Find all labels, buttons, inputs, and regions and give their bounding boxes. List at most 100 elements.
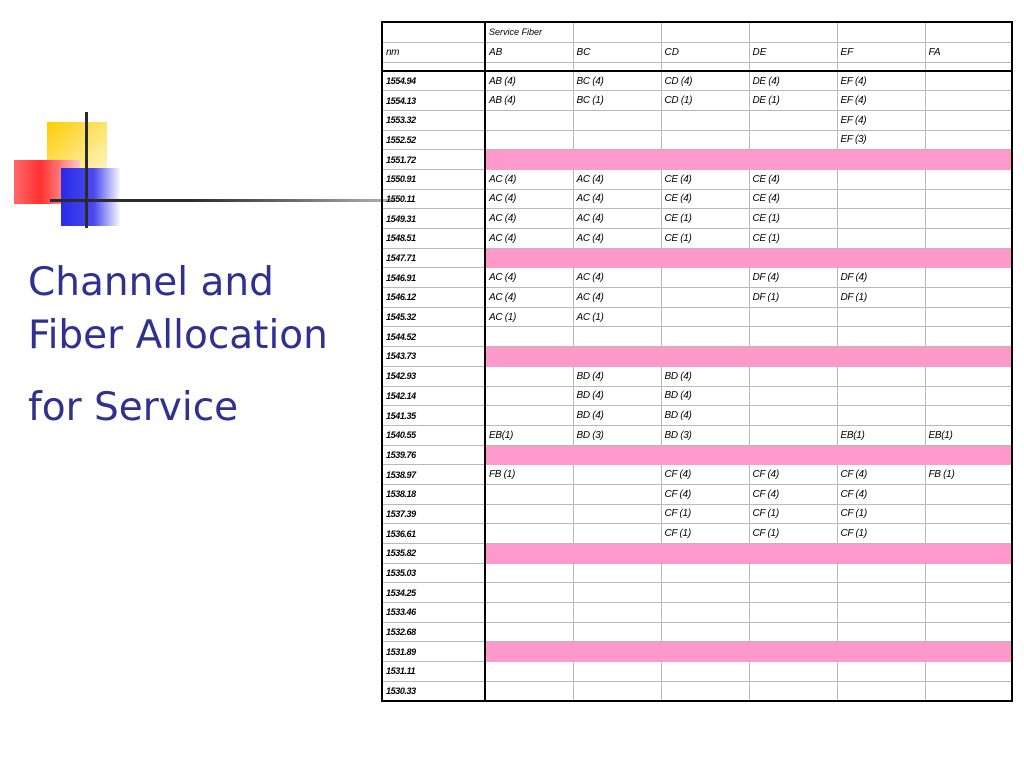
header-blank-cell — [381, 21, 486, 43]
table-row: 1546.91 AC (4) AC (4) DF (4) DF (4) — [381, 267, 1013, 289]
allocation-cell — [924, 306, 1013, 328]
allocation-cell — [924, 228, 1013, 249]
wavelength-cell: 1544.52 — [381, 326, 486, 348]
table-row: 1554.13 AB (4) BC (1) CD (1) DE (1) EF (4) — [381, 90, 1013, 111]
wavelength-cell: 1546.91 — [381, 267, 486, 289]
allocation-cell — [748, 129, 838, 151]
allocation-cell — [660, 680, 750, 702]
allocation-cell: AC (4) — [572, 168, 662, 190]
allocation-cell: FB (1) — [484, 464, 574, 485]
allocation-cell — [836, 365, 926, 387]
table-row: 1546.12 AC (4) AC (4) DF (1) DF (1) — [381, 287, 1013, 308]
wavelength-cell: 1550.11 — [381, 188, 486, 210]
table-row: 1535.82 — [381, 543, 1013, 564]
allocation-cell: BD (3) — [660, 424, 750, 446]
separator-cell — [381, 61, 486, 72]
wavelength-cell: 1538.97 — [381, 464, 486, 485]
allocation-cell — [660, 562, 750, 584]
reserved-channel-cell — [484, 247, 574, 269]
wavelength-cell: 1548.51 — [381, 228, 486, 249]
reserved-channel-cell — [572, 149, 662, 170]
allocation-cell: DF (4) — [836, 267, 926, 289]
wavelength-cell: 1530.33 — [381, 680, 486, 702]
separator-cell — [836, 61, 926, 72]
allocation-cell: BC (4) — [572, 70, 662, 92]
allocation-cell: DF (1) — [748, 287, 838, 308]
allocation-cell: CF (4) — [748, 464, 838, 485]
wavelength-cell: 1537.39 — [381, 503, 486, 525]
wavelength-cell: 1547.71 — [381, 247, 486, 269]
allocation-cell: EB(1) — [836, 424, 926, 446]
allocation-cell — [924, 267, 1013, 289]
allocation-cell — [748, 602, 838, 623]
allocation-cell — [484, 385, 574, 407]
allocation-cell — [924, 70, 1013, 92]
allocation-cell — [836, 562, 926, 584]
allocation-cell — [836, 582, 926, 604]
table-row: 1550.11 AC (4) AC (4) CE (4) CE (4) — [381, 188, 1013, 210]
allocation-cell — [924, 680, 1013, 702]
allocation-cell — [924, 365, 1013, 387]
allocation-cell — [836, 326, 926, 348]
allocation-cell — [748, 326, 838, 348]
allocation-cell — [484, 129, 574, 151]
table-row: 1534.25 — [381, 582, 1013, 604]
allocation-cell — [836, 405, 926, 426]
reserved-channel-cell — [484, 444, 574, 466]
table-row: 1537.39 CF (1) CF (1) CF (1) — [381, 503, 1013, 525]
wavelength-cell: 1533.46 — [381, 602, 486, 623]
slide-title-line-3: for Service — [28, 385, 239, 430]
wavelength-cell: 1541.35 — [381, 405, 486, 426]
allocation-cell — [836, 168, 926, 190]
allocation-cell — [484, 503, 574, 525]
allocation-cell — [572, 523, 662, 544]
allocation-cell — [572, 503, 662, 525]
slide-title: Channel and Fiber Allocation for Service — [28, 256, 368, 434]
reserved-channel-cell — [836, 543, 926, 564]
allocation-table: Service Fiber nm AB BC CD DE EF FA 1554.… — [381, 21, 1013, 702]
allocation-cell — [572, 562, 662, 584]
slide-title-line-2: Fiber Allocation — [28, 313, 328, 358]
reserved-channel-cell — [572, 346, 662, 367]
allocation-cell: CE (1) — [660, 208, 750, 229]
allocation-cell: BD (4) — [572, 385, 662, 407]
table-row: 1539.76 — [381, 444, 1013, 466]
column-header-bc: BC — [572, 41, 662, 63]
wavelength-cell: 1550.91 — [381, 168, 486, 190]
service-fiber-header: Service Fiber — [484, 21, 574, 43]
allocation-cell — [924, 562, 1013, 584]
reserved-channel-cell — [836, 247, 926, 269]
allocation-cell: DE (1) — [748, 90, 838, 111]
allocation-cell: CE (4) — [660, 188, 750, 210]
allocation-cell: CF (1) — [660, 503, 750, 525]
allocation-cell: EF (4) — [836, 70, 926, 92]
allocation-cell: FB (1) — [924, 464, 1013, 485]
allocation-cell: EB(1) — [484, 424, 574, 446]
allocation-cell: DE (4) — [748, 70, 838, 92]
table-row: 1548.51 AC (4) AC (4) CE (1) CE (1) — [381, 228, 1013, 249]
separator-cell — [748, 61, 838, 72]
allocation-cell — [484, 109, 574, 131]
reserved-channel-cell — [924, 346, 1013, 367]
allocation-cell — [924, 385, 1013, 407]
wavelength-cell: 1553.32 — [381, 109, 486, 131]
allocation-cell: CF (1) — [748, 503, 838, 525]
allocation-cell — [836, 661, 926, 682]
reserved-channel-cell — [748, 641, 838, 663]
allocation-cell — [836, 621, 926, 643]
allocation-cell — [572, 621, 662, 643]
allocation-cell: AC (4) — [484, 168, 574, 190]
wavelength-cell: 1536.61 — [381, 523, 486, 544]
allocation-cell — [660, 661, 750, 682]
table-row: 1531.89 — [381, 641, 1013, 663]
table-row: 1542.93 BD (4) BD (4) — [381, 365, 1013, 387]
table-row: 1552.52 EF (3) — [381, 129, 1013, 151]
allocation-cell: BD (4) — [660, 405, 750, 426]
allocation-cell — [924, 90, 1013, 111]
allocation-cell: CE (4) — [748, 168, 838, 190]
allocation-cell: AB (4) — [484, 70, 574, 92]
reserved-channel-cell — [924, 543, 1013, 564]
allocation-cell — [924, 129, 1013, 151]
header-blank-cell — [748, 21, 838, 43]
allocation-cell: AC (4) — [484, 188, 574, 210]
